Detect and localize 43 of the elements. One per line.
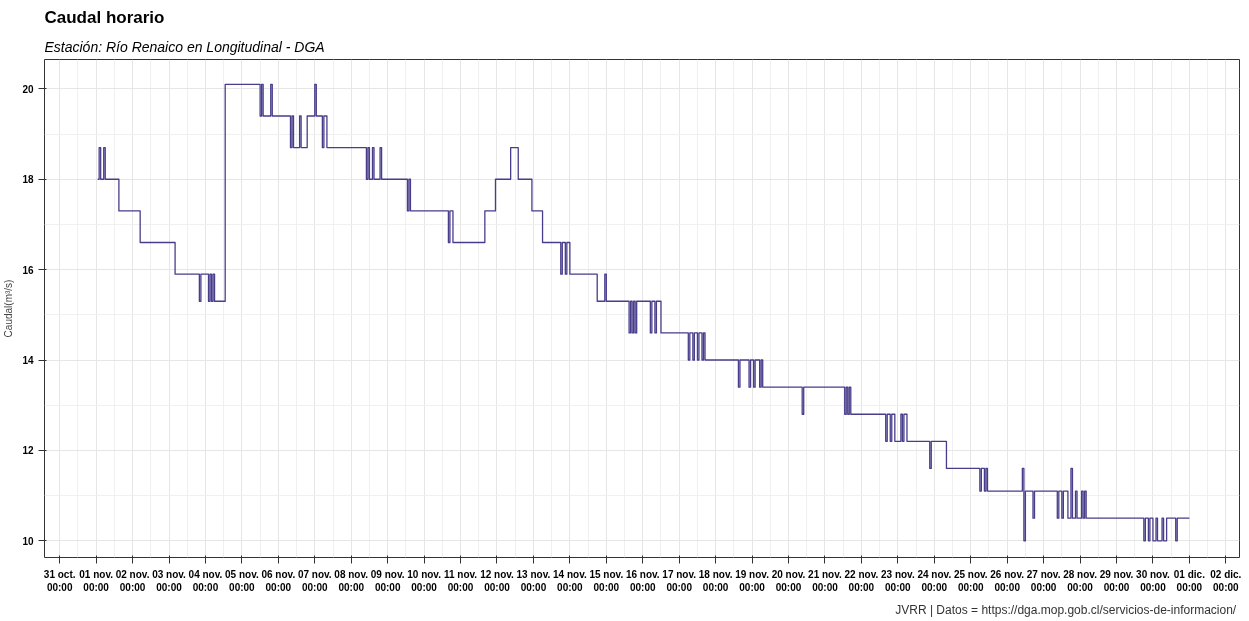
- chart-title: Caudal horario: [44, 7, 165, 27]
- y-axis-title: Caudal(m³/s): [3, 279, 15, 338]
- x-tick-label: 15 nov. 00:00: [589, 568, 624, 593]
- text: JVRR | Datos = https://dga.mop.gob.cl/servicios-de-informacion/: [895, 602, 1237, 617]
- x-tick-label: 22 nov. 00:00: [844, 568, 879, 593]
- x-tick-label: 02 nov. 00:00: [115, 568, 150, 593]
- x-tick-label: 20 nov. 00:00: [771, 568, 806, 593]
- x-tick-label: 24 nov. 00:00: [917, 568, 952, 593]
- x-tick-label: 30 nov. 00:00: [1136, 568, 1171, 593]
- x-tick-label: 16 nov. 00:00: [625, 568, 660, 593]
- x-tick-label: 17 nov. 00:00: [662, 568, 697, 593]
- x-tick-label: 18 nov. 00:00: [698, 568, 733, 593]
- chart-subtitle: Estación: Río Renaico en Longitudinal - DGA: [44, 38, 325, 55]
- x-tick-label: 19 nov. 00:00: [735, 568, 770, 593]
- x-tick-label: 31 oct. 00:00: [43, 568, 76, 593]
- x-tick-label: 14 nov. 00:00: [553, 568, 587, 593]
- x-tick-label: 25 nov. 00:00: [953, 568, 988, 593]
- x-tick-label: 12 nov. 00:00: [480, 568, 515, 593]
- x-tick-label: 08 nov. 00:00: [334, 568, 369, 593]
- y-tick-label: 14: [22, 355, 34, 367]
- y-tick-label: 20: [22, 83, 34, 95]
- x-tick-label: 23 nov. 00:00: [881, 568, 915, 593]
- x-tick-label: 02 dic. 00:00: [1210, 568, 1242, 593]
- x-tick-label: 05 nov. 00:00: [225, 568, 259, 593]
- x-tick-label: 01 nov. 00:00: [79, 568, 114, 593]
- y-tick-label: 16: [22, 264, 34, 276]
- x-tick-label: 26 nov. 00:00: [990, 568, 1025, 593]
- x-tick-label: 29 nov. 00:00: [1099, 568, 1134, 593]
- y-tick-label: 12: [22, 445, 34, 457]
- x-tick-label: 10 nov. 00:00: [407, 568, 442, 593]
- x-tick-label: 03 nov. 00:00: [152, 568, 187, 593]
- y-tick-label: 10: [22, 535, 34, 547]
- y-tick-label: 18: [22, 174, 34, 186]
- x-tick-label: 11 nov. 00:00: [443, 568, 478, 593]
- x-tick-label: 21 nov. 00:00: [808, 568, 843, 593]
- x-tick-label: 06 nov. 00:00: [261, 568, 296, 593]
- x-tick-label: 07 nov. 00:00: [297, 568, 332, 593]
- x-tick-label: 13 nov. 00:00: [516, 568, 551, 593]
- x-tick-label: 01 dic. 00:00: [1173, 568, 1206, 593]
- x-tick-label: 04 nov. 00:00: [188, 568, 223, 593]
- x-tick-label: 28 nov. 00:00: [1063, 568, 1098, 593]
- x-tick-label: 09 nov. 00:00: [370, 568, 405, 593]
- x-tick-label: 27 nov. 00:00: [1026, 568, 1061, 593]
